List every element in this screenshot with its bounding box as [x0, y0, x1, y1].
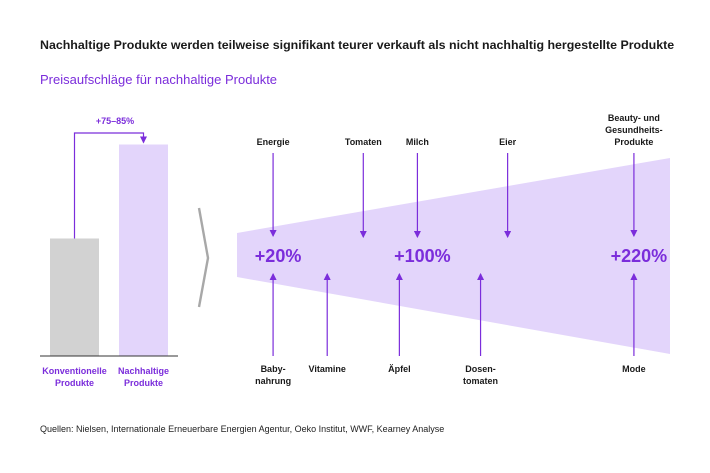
bottom-product-label-1: Vitamine: [309, 364, 346, 374]
price-range-wedge: [237, 158, 670, 354]
bar-label-sustainable: Nachhaltige Produkte: [118, 366, 169, 388]
top-product-label-0: Energie: [257, 137, 290, 147]
bar-conventional: [50, 238, 99, 356]
increase-annotation: +75–85%: [96, 116, 134, 126]
top-product-label-2: Milch: [406, 137, 429, 147]
chart-subtitle: Preisaufschläge für nachhaltige Produkte: [40, 72, 278, 87]
bottom-product-label-2: Äpfel: [388, 364, 411, 374]
bottom-product-label-3: Dosen-tomaten: [463, 364, 498, 386]
top-product-label-3: Eier: [499, 137, 517, 147]
increase-bracket: [73, 132, 147, 239]
chart-title: Nachhaltige Produkte werden teilweise si…: [40, 38, 675, 52]
chevron-separator: [197, 207, 210, 308]
bar-label-conventional: Konventionelle Produkte: [42, 366, 107, 388]
source-note: Quellen: Nielsen, Internationale Erneuer…: [40, 424, 445, 434]
range-label-1: +100%: [394, 246, 451, 266]
bar-sustainable: [119, 144, 168, 356]
top-product-label-1: Tomaten: [345, 137, 382, 147]
range-label-2: +220%: [611, 246, 668, 266]
top-product-label-4: Beauty- und Gesundheits-Produkte: [605, 113, 663, 147]
bottom-product-label-4: Mode: [622, 364, 646, 374]
range-label-0: +20%: [255, 246, 302, 266]
bottom-product-label-0: Baby-nahrung: [255, 364, 291, 386]
